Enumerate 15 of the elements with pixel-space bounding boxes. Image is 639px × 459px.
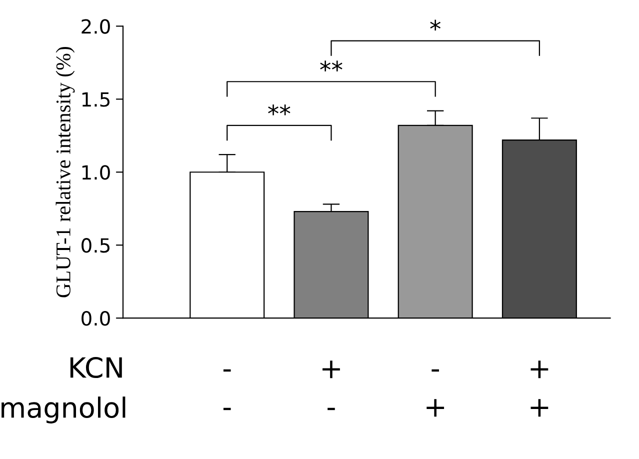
text: KCN: [70, 357, 122, 378]
y-tick-label: 0.0: [82, 311, 110, 326]
y-tick-label: 2.0: [82, 19, 110, 34]
x-tick-label: + +: [530, 360, 548, 417]
annotation: *: [430, 20, 441, 31]
y-tick-label: 1.0: [82, 165, 110, 180]
x-tick-label: - +: [426, 369, 444, 417]
text: magnolol: [2, 396, 126, 424]
y-tick-label: 1.5: [82, 92, 110, 107]
y-axis-title: GLUT-1 relative intensity (%): [56, 47, 75, 298]
y-tick-label: 0.5: [82, 238, 110, 253]
x-tick-label: + -: [322, 360, 340, 410]
annotation: **: [268, 104, 290, 116]
category-label: - -: [223, 369, 231, 410]
annotation: **: [320, 60, 342, 72]
